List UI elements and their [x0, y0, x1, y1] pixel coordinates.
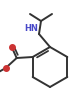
Text: HN: HN [24, 24, 38, 33]
